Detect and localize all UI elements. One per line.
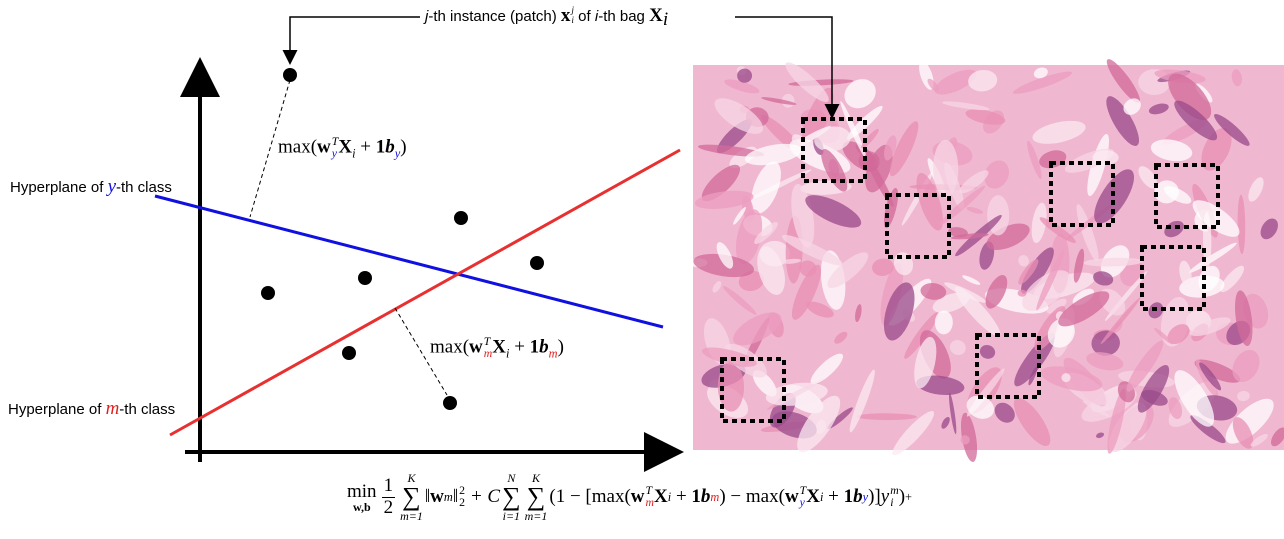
- hyperplane-m-label: Hyperplane of m-th class: [8, 398, 175, 420]
- t: b: [701, 486, 711, 508]
- t: N∑i=1: [502, 472, 521, 522]
- diagram: [0, 0, 1284, 539]
- t: i: [890, 497, 899, 509]
- t: -th class: [116, 179, 172, 196]
- t: 12: [382, 476, 396, 519]
- t: +: [356, 137, 376, 158]
- t: of: [574, 8, 595, 25]
- hyperplane-m: [170, 150, 680, 435]
- t: m: [710, 490, 719, 505]
- t: 2: [384, 498, 394, 519]
- t: max(: [430, 337, 469, 358]
- t: ): [558, 337, 564, 358]
- t: X: [492, 337, 506, 358]
- point: [342, 346, 356, 360]
- t: X: [649, 5, 663, 26]
- t: +: [671, 486, 691, 508]
- t: +: [509, 337, 529, 358]
- t: Hyperplane of: [8, 401, 106, 418]
- t: +: [823, 486, 843, 508]
- page: {"top_label":["j","-th instance (patch) …: [0, 0, 1284, 539]
- t: +: [905, 490, 912, 505]
- hyperplane-y: [155, 196, 663, 327]
- t: w: [317, 137, 331, 158]
- t: m: [646, 497, 655, 509]
- point: [358, 271, 372, 285]
- t: w: [430, 486, 444, 508]
- t: i: [663, 9, 668, 30]
- t: w: [785, 486, 799, 508]
- t: m=1: [525, 510, 548, 522]
- point: [530, 256, 544, 270]
- t: K∑m=1: [525, 472, 548, 522]
- point: [454, 211, 468, 225]
- t: ) − max(: [719, 486, 785, 508]
- t: 1: [376, 137, 386, 158]
- t: b: [385, 137, 395, 158]
- t: i=1: [503, 510, 520, 522]
- t: x: [561, 5, 571, 26]
- t: -th instance (patch): [428, 8, 561, 25]
- t: m: [444, 490, 453, 505]
- t: m: [549, 347, 558, 361]
- t: Tm: [484, 336, 493, 361]
- t: 1: [844, 486, 854, 508]
- t: min: [347, 482, 377, 501]
- t: m=1: [400, 510, 423, 522]
- t: max(: [278, 137, 317, 158]
- point: [443, 396, 457, 410]
- t: m: [484, 348, 493, 360]
- t: y: [881, 486, 889, 508]
- t: + C: [465, 486, 500, 508]
- t: X: [654, 486, 668, 508]
- t: m: [106, 398, 120, 419]
- t: b: [853, 486, 863, 508]
- t: X: [806, 486, 820, 508]
- tissue-image: [690, 56, 1284, 463]
- t: Hyperplane of: [10, 179, 108, 196]
- hyperplane-y-label: Hyperplane of y-th class: [10, 176, 172, 198]
- t: -th class: [119, 401, 175, 418]
- arrow: [290, 17, 420, 62]
- t: ∑: [402, 484, 421, 510]
- t: 1: [691, 486, 701, 508]
- t: ∑: [527, 484, 546, 510]
- instance-label: j-th instance (patch) xji of i-th bag Xi: [425, 5, 668, 31]
- t: -th bag: [598, 8, 649, 25]
- t: (1 − [max(: [549, 486, 630, 508]
- t: X: [338, 137, 352, 158]
- t: w: [469, 337, 483, 358]
- t: K∑m=1: [400, 472, 423, 522]
- t: 1: [382, 476, 396, 498]
- t: ): [400, 137, 406, 158]
- t: y: [108, 176, 116, 197]
- point: [261, 286, 275, 300]
- t: mi: [890, 485, 899, 510]
- t: ‖: [453, 486, 458, 508]
- t: ∑: [502, 484, 521, 510]
- t: w,b: [353, 501, 371, 513]
- max-y-label: max(wTyXi + 1by): [278, 136, 407, 162]
- t: w: [631, 486, 645, 508]
- point: [283, 68, 297, 82]
- t: 1: [530, 337, 540, 358]
- t: )]: [868, 486, 881, 508]
- t: b: [539, 337, 549, 358]
